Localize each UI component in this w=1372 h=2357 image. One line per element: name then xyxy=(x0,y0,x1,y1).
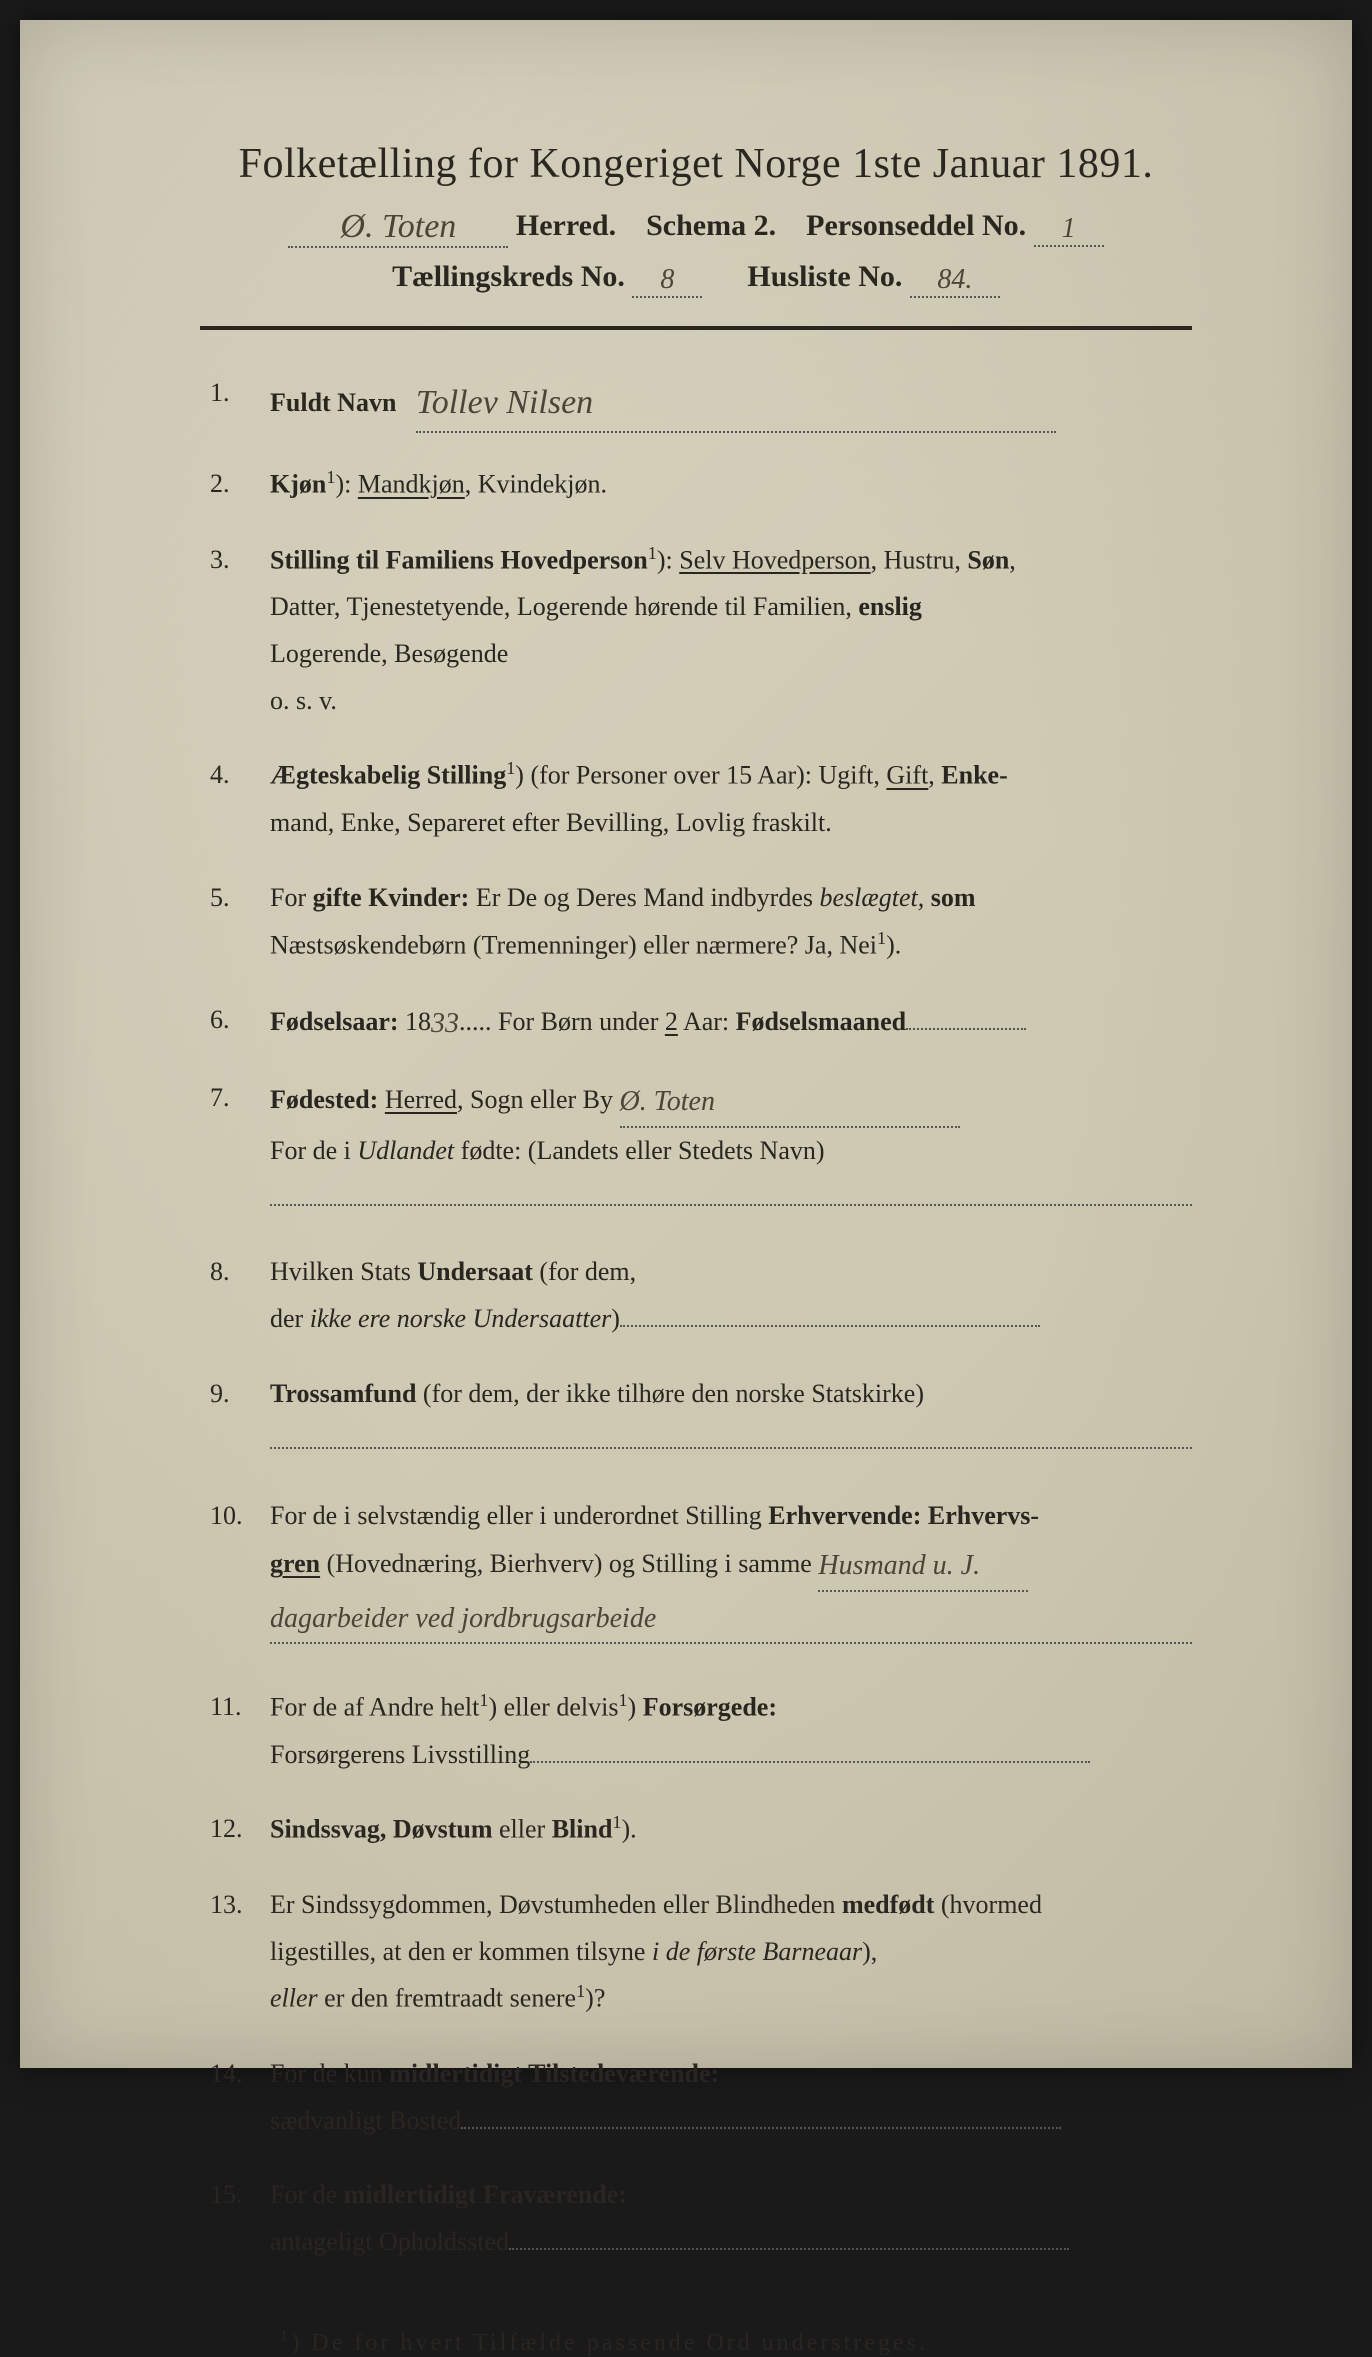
form-items: 1. Fuldt Navn Tollev Nilsen 2. Kjøn1): M… xyxy=(200,370,1192,2266)
form-title: Folketælling for Kongeriget Norge 1ste J… xyxy=(200,140,1192,188)
item-5: 5. For gifte Kvinder: Er De og Deres Man… xyxy=(210,875,1192,969)
husliste-label: Husliste No. xyxy=(747,260,902,293)
fullname-value: Tollev Nilsen xyxy=(416,384,593,421)
item-14: 14. For de kun midlertidigt Tilstedevære… xyxy=(210,2051,1192,2145)
herred-label: Herred. xyxy=(516,209,616,242)
relation-selected: Selv Hovedperson xyxy=(679,545,870,574)
header-line-2: Ø. Toten Herred. Schema 2. Personseddel … xyxy=(200,206,1192,246)
item-13: 13. Er Sindssygdommen, Døvstumheden elle… xyxy=(210,1882,1192,2023)
form-header: Folketælling for Kongeriget Norge 1ste J… xyxy=(200,140,1192,296)
birthyear-value: 33 xyxy=(431,1008,459,1039)
personseddel-value: 1 xyxy=(1034,213,1104,247)
item-7: 7. Fødested: Herred, Sogn eller By Ø. To… xyxy=(210,1075,1192,1221)
item-15: 15. For de midlertidigt Fraværende: anta… xyxy=(210,2172,1192,2266)
header-divider xyxy=(200,326,1192,330)
item-3: 3. Stilling til Familiens Hovedperson1):… xyxy=(210,537,1192,725)
sex-selected: Mandkjøn xyxy=(358,470,465,499)
kreds-value: 8 xyxy=(632,264,702,298)
marital-selected: Gift xyxy=(886,761,928,790)
footnote: 1) De for hvert Tilfælde passende Ord un… xyxy=(200,2326,1192,2357)
item-1: 1. Fuldt Navn Tollev Nilsen xyxy=(210,370,1192,433)
item-11: 11. For de af Andre helt1) eller delvis1… xyxy=(210,1684,1192,1778)
census-form-page: Folketælling for Kongeriget Norge 1ste J… xyxy=(20,20,1352,2068)
occupation-value-a: Husmand u. J. xyxy=(818,1550,980,1581)
item-6: 6. Fødselsaar: 1833..... For Børn under … xyxy=(210,997,1192,1047)
item-4: 4. Ægteskabelig Stilling1) (for Personer… xyxy=(210,752,1192,846)
item-9: 9. Trossamfund (for dem, der ikke tilhør… xyxy=(210,1371,1192,1465)
item-2: 2. Kjøn1): Mandkjøn, Kvindekjøn. xyxy=(210,461,1192,508)
header-line-3: Tællingskreds No. 8 Husliste No. 84. xyxy=(200,260,1192,296)
item-8: 8. Hvilken Stats Undersaat (for dem, der… xyxy=(210,1249,1192,1343)
schema-label: Schema 2. xyxy=(646,209,776,242)
item-1-label: Fuldt Navn xyxy=(270,388,396,417)
husliste-value: 84. xyxy=(910,264,1000,298)
item-12: 12. Sindssvag, Døvstum eller Blind1). xyxy=(210,1806,1192,1853)
personseddel-label: Personseddel No. xyxy=(806,209,1026,242)
kreds-label: Tællingskreds No. xyxy=(392,260,625,293)
birthplace-value: Ø. Toten xyxy=(620,1086,715,1117)
occupation-value-b: dagarbeider ved jordbrugsarbeide xyxy=(270,1603,656,1634)
herred-value: Ø. Toten xyxy=(288,208,508,248)
item-10: 10. For de i selvstændig eller i underor… xyxy=(210,1493,1192,1645)
